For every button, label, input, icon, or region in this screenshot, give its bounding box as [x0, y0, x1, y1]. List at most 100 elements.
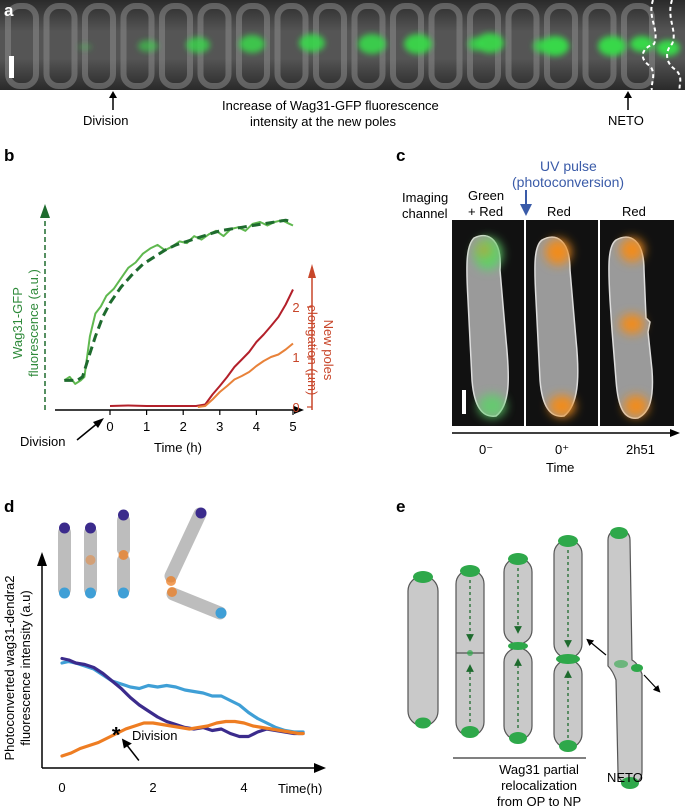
micrograph-frame-3 [608, 236, 654, 419]
scale-bar-c [462, 390, 466, 414]
b-series-3 [109, 289, 294, 407]
cell-schematic-4 [164, 507, 227, 620]
neto-outline-left [641, 0, 657, 90]
gfp-spot-extra-1 [468, 37, 484, 51]
b-xtick-label-4: 4 [253, 419, 260, 434]
neto-label-e: NETO [607, 770, 643, 785]
left-axis-arrow [40, 204, 50, 218]
cell-schematic-2 [84, 522, 97, 599]
b-xtick-label-3: 3 [216, 419, 223, 434]
micrograph-frame-2 [534, 236, 579, 417]
b-series-2 [64, 218, 294, 382]
panel-b-label: b [4, 146, 15, 165]
gfp-spot-8 [476, 33, 504, 53]
neto-outline-right [666, 0, 682, 90]
kymo-frame-7 [236, 3, 270, 89]
b-rtick-label-0: 0 [292, 400, 299, 415]
x-axis-arrow [294, 406, 304, 414]
division-arrowhead-b [93, 418, 104, 428]
micrograph-frame-1 [466, 234, 509, 418]
d-ylabel-line2: fluorescence intensity (a.u) [18, 590, 33, 745]
gfp-spot-extra-2 [533, 39, 549, 53]
bracket-line3: from OP to NP [496, 794, 582, 809]
time-label-c: Time [546, 460, 575, 475]
bracket-line2: relocalization [501, 778, 577, 793]
uv-pulse-line1: UV pulse [540, 158, 597, 174]
increase-label-line1: Increase of Wag31-GFP fluorescence [222, 98, 439, 113]
kymo-frame-1 [5, 3, 39, 89]
panel-c-label: c [396, 146, 406, 165]
uv-pulse-line2: (photoconversion) [512, 174, 625, 190]
d-y-axis-arrow [37, 552, 47, 566]
gfp-spot-2 [138, 40, 158, 52]
d-xtick-label-2: 2 [149, 780, 156, 795]
time-0-plus: 0⁺ [555, 442, 570, 457]
d-xlabel: Time(h) [278, 781, 322, 795]
gfp-spot-6 [358, 34, 386, 54]
division-label-b: Division [20, 434, 66, 449]
b-xtick-label-0: 0 [106, 419, 113, 434]
time-axis-c [452, 429, 680, 437]
b-rtick-label-2: 2 [292, 300, 299, 315]
division-asterisk: * [112, 723, 121, 748]
x-axis-label: Time (h) [154, 440, 202, 455]
channel-green-bottom: + Red [468, 204, 504, 219]
channel-red-1: Red [547, 204, 571, 219]
b-series-4 [197, 342, 294, 408]
right-axis-label-line2: elongation (µm) [305, 305, 320, 396]
d-xtick-label-4: 4 [240, 780, 247, 795]
division-label: Division [83, 113, 129, 128]
gfp-spot-10 [598, 36, 626, 56]
gfp-spot-7 [404, 34, 432, 54]
d-series-3 [60, 719, 305, 758]
division-label-d: Division [132, 728, 178, 743]
panel-d-chart: 0 2 4 Photoconverted wag31-dendra2 fluores… [2, 507, 326, 795]
gfp-spot-1 [78, 44, 92, 50]
cell-schematic-1 [58, 522, 71, 599]
cell-e-5-neto [586, 527, 661, 789]
right-axis-label-line1: New poles [321, 320, 336, 381]
scale-bar [9, 56, 14, 78]
left-axis-label-line2: fluorescence (a.u.) [26, 269, 41, 377]
increase-label-line2: intensity at the new poles [250, 114, 396, 129]
d-xtick-label-0: 0 [58, 780, 65, 795]
panel-a-arrows [109, 91, 632, 110]
channel-red-2: Red [622, 204, 646, 219]
uv-arrow [520, 190, 532, 216]
panel-e-schematic [407, 527, 661, 789]
b-xtick-label-5: 5 [289, 419, 296, 434]
panel-c-micrographs [452, 220, 674, 426]
panel-a-label: a [4, 1, 14, 20]
cell-e-2 [455, 565, 485, 738]
kymo-frame-2 [43, 3, 78, 89]
bracket-line1: Wag31 partial [499, 762, 579, 777]
cell-e-4 [553, 535, 583, 752]
division-arrow-b [76, 421, 100, 441]
right-axis-arrow [308, 264, 316, 278]
cell-e-1 [407, 571, 439, 729]
time-0-minus: 0⁻ [479, 442, 494, 457]
division-arrowhead-d [121, 738, 132, 749]
cell-e-3 [503, 553, 533, 744]
b-xtick-label-1: 1 [143, 419, 150, 434]
imaging-label-line2: channel [402, 206, 448, 221]
gfp-spot-3 [186, 37, 210, 53]
panel-d-label: d [4, 497, 15, 516]
panel-a-kymograph [0, 0, 685, 90]
left-axis-label-line1: Wag31-GFP [10, 287, 25, 359]
panel-e-label: e [396, 497, 406, 516]
gfp-spot-4 [239, 35, 265, 53]
neto-label: NETO [608, 113, 644, 128]
cell-schematic-3 [117, 509, 130, 599]
gfp-spot-9 [541, 36, 569, 56]
gfp-spot-5 [299, 34, 325, 52]
gfp-spot-11 [630, 36, 654, 52]
imaging-label-line1: Imaging [402, 190, 449, 205]
d-ylabel-line1: Photoconverted wag31-dendra2 [2, 575, 17, 760]
time-2h51: 2h51 [626, 442, 655, 457]
b-rtick-label-1: 1 [292, 350, 299, 365]
b-xtick-label-2: 2 [180, 419, 187, 434]
panel-b-chart: 0 1 2 3 4 5 0 1 2 Wag31-GFP fluorescence (a.u.)… [10, 204, 336, 455]
d-x-axis-arrow [314, 763, 326, 773]
channel-green-top: Green [468, 188, 505, 203]
